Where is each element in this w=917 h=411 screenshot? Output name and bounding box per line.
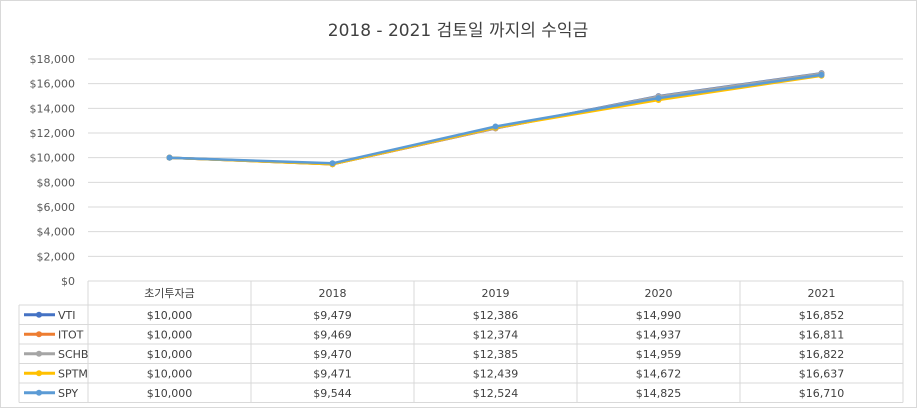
legend-series-name: VTI — [58, 309, 76, 322]
y-tick-label: $16,000 — [30, 78, 76, 91]
table-value-cell: $12,439 — [473, 367, 519, 380]
table-value-cell: $9,469 — [313, 328, 352, 341]
y-tick-label: $12,000 — [30, 127, 76, 140]
table-value-cell: $16,637 — [799, 367, 845, 380]
table-value-cell: $14,990 — [636, 309, 682, 322]
table-value-cell: $9,470 — [313, 348, 352, 361]
x-category-label: 2019 — [482, 287, 510, 300]
series-lines — [166, 70, 825, 168]
y-tick-label: $10,000 — [30, 152, 76, 165]
table-value-cell: $10,000 — [147, 387, 193, 400]
legend-series-name: SPY — [58, 387, 78, 400]
y-tick-label: $4,000 — [37, 226, 76, 239]
table-value-cell: $10,000 — [147, 309, 193, 322]
x-category-label: 2018 — [319, 287, 347, 300]
table-value-cell: $16,811 — [799, 328, 845, 341]
data-point-spy — [166, 154, 173, 161]
legend-series-name: SCHB — [58, 348, 88, 361]
table-value-cell: $12,385 — [473, 348, 519, 361]
table-value-cell: $14,825 — [636, 387, 682, 400]
x-category-label: 초기투자금 — [144, 287, 195, 300]
data-point-spy — [655, 95, 662, 102]
series-line-schb — [169, 72, 822, 166]
table-value-cell: $16,852 — [799, 309, 845, 322]
table-value-cell: $12,386 — [473, 309, 519, 322]
table-value-cell: $16,710 — [799, 387, 845, 400]
table-value-cell: $10,000 — [147, 328, 193, 341]
legend-key-marker — [36, 311, 42, 318]
y-tick-label: $2,000 — [37, 250, 76, 263]
y-tick-label: $14,000 — [30, 102, 76, 115]
y-tick-label: $18,000 — [30, 53, 76, 66]
y-tick-label: $8,000 — [37, 176, 76, 189]
table-value-cell: $14,937 — [636, 328, 682, 341]
x-category-label: 2020 — [645, 287, 673, 300]
table-value-cell: $12,374 — [473, 328, 519, 341]
table-value-cell: $12,524 — [473, 387, 519, 400]
legend-series-name: ITOT — [58, 328, 84, 341]
table-value-cell: $14,959 — [636, 348, 682, 361]
legend-key-marker — [36, 389, 42, 396]
data-point-spy — [329, 160, 336, 167]
x-category-label: 2021 — [808, 287, 836, 300]
legend-key-marker — [36, 350, 42, 357]
table-value-cell: $9,479 — [313, 309, 352, 322]
data-point-spy — [492, 123, 499, 130]
chart-title: 2018 - 2021 검토일 까지의 수익금 — [328, 21, 588, 41]
y-tick-label: $6,000 — [37, 201, 76, 214]
gridlines — [88, 58, 903, 282]
legend-key-marker — [36, 331, 42, 338]
table-value-cell: $10,000 — [147, 367, 193, 380]
table-value-cell: $9,544 — [313, 387, 352, 400]
table-value-cell: $16,822 — [799, 348, 845, 361]
legend-key-marker — [36, 370, 42, 377]
data-point-spy — [818, 71, 825, 78]
data-table: 초기투자금 2018 2019 2020 2021 VTI $10,000 $9,479 $12… — [18, 280, 904, 403]
y-tick-label: $0 — [61, 275, 75, 288]
table-value-cell: $9,471 — [313, 367, 352, 380]
y-axis-ticks: $0 $2,000 $4,000 $6,000 $8,000 $10,000 $12,000… — [30, 53, 76, 288]
table-value-cell: $14,672 — [636, 367, 682, 380]
legend-series-name: SPTM — [58, 367, 88, 380]
series-line-spy — [169, 73, 822, 165]
table-value-cell: $10,000 — [147, 348, 193, 361]
